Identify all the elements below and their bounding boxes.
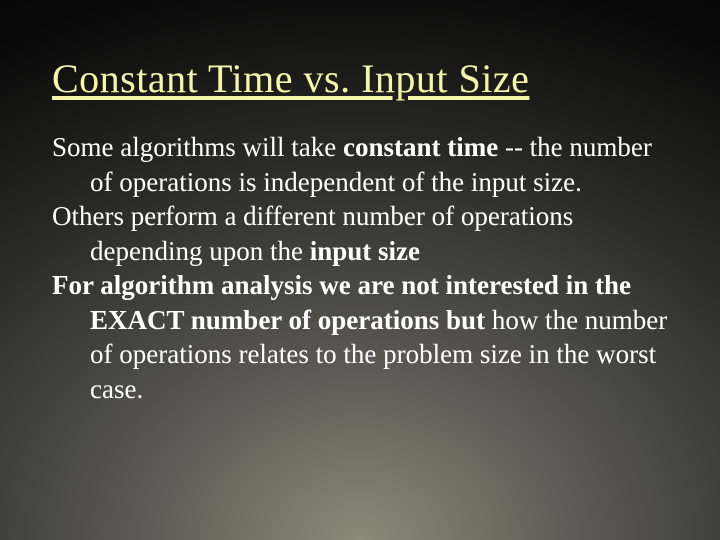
paragraph-2: Others perform a different number of ope… [52, 199, 668, 268]
paragraph-1: Some algorithms will take constant time … [52, 130, 668, 199]
slide-title: Constant Time vs. Input Size [52, 55, 668, 102]
p1-text-a: Some algorithms will take [52, 132, 343, 162]
p1-bold-constant-time: constant time [343, 132, 498, 162]
slide-body: Some algorithms will take constant time … [52, 130, 668, 406]
p2-bold-input-size: input size [310, 236, 420, 266]
paragraph-3: For algorithm analysis we are not intere… [52, 268, 668, 406]
